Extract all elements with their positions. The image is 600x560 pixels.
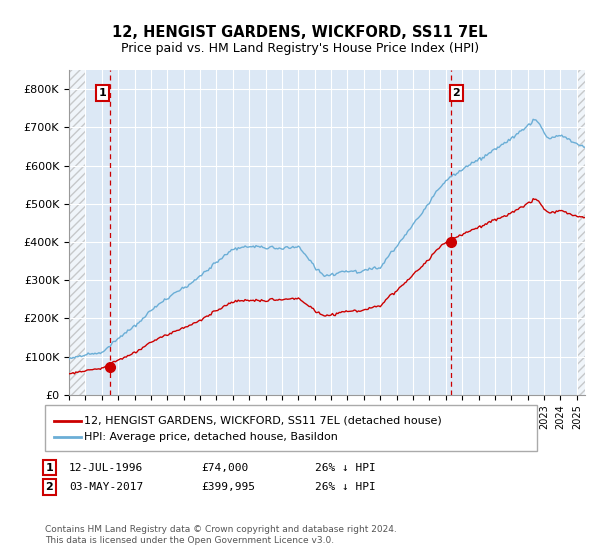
Text: 1: 1 [46, 463, 53, 473]
Text: 26% ↓ HPI: 26% ↓ HPI [315, 463, 376, 473]
Text: £399,995: £399,995 [201, 482, 255, 492]
Polygon shape [69, 70, 85, 395]
Text: 1: 1 [98, 88, 106, 98]
Text: 12, HENGIST GARDENS, WICKFORD, SS11 7EL: 12, HENGIST GARDENS, WICKFORD, SS11 7EL [112, 25, 488, 40]
Text: Contains HM Land Registry data © Crown copyright and database right 2024.
This d: Contains HM Land Registry data © Crown c… [45, 525, 397, 545]
Text: £74,000: £74,000 [201, 463, 248, 473]
Text: 2: 2 [46, 482, 53, 492]
Text: 12-JUL-1996: 12-JUL-1996 [69, 463, 143, 473]
Polygon shape [577, 70, 585, 395]
Text: HPI: Average price, detached house, Basildon: HPI: Average price, detached house, Basi… [84, 432, 338, 442]
Text: 03-MAY-2017: 03-MAY-2017 [69, 482, 143, 492]
Text: 26% ↓ HPI: 26% ↓ HPI [315, 482, 376, 492]
Text: 12, HENGIST GARDENS, WICKFORD, SS11 7EL (detached house): 12, HENGIST GARDENS, WICKFORD, SS11 7EL … [84, 416, 442, 426]
Text: 2: 2 [452, 88, 460, 98]
Text: Price paid vs. HM Land Registry's House Price Index (HPI): Price paid vs. HM Land Registry's House … [121, 42, 479, 55]
